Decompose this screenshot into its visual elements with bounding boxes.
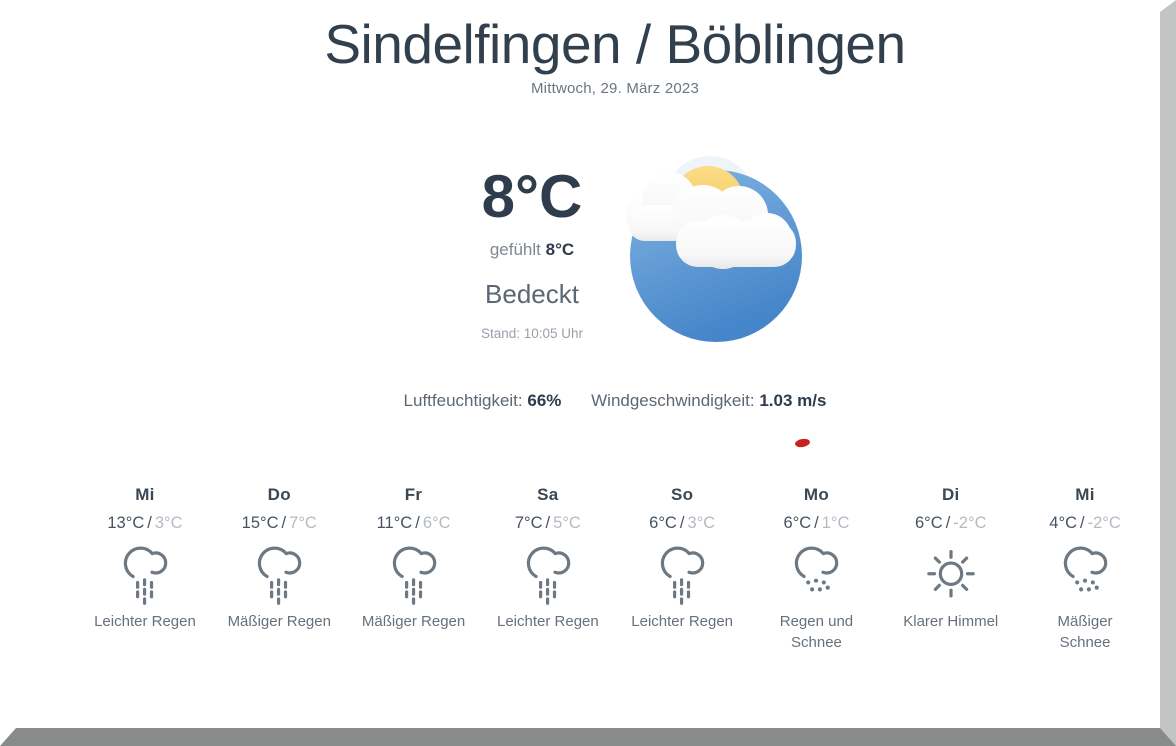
page-title: Sindelfingen / Böblingen [324,13,906,75]
forecast-temps: 6°C/3°C [615,514,749,533]
current-weather-info: 8°C gefühlt 8°C Bedeckt Stand: 10:05 Uhr [452,162,612,341]
metrics-row: Luftfeuchtigkeit: 66% Windgeschwindigkei… [43,391,1160,411]
wind-metric: Windgeschwindigkeit: 1.03 m/s [591,391,826,411]
forecast-day-label: Mi [1075,484,1095,504]
forecast-row: Mi 13°C/3°C Leichter Regen Do 15°C/7°C Mäßi… [43,485,1160,654]
forecast-day-column: Mi 13°C/3°C Leichter Regen [78,485,212,654]
forecast-icon-box [615,538,749,606]
forecast-condition: Mäßiger Schnee [1057,612,1113,651]
forecast-high-temp: 11°C [376,513,413,532]
temp-separator: / [679,513,685,532]
feels-like: gefühlt 8°C [452,240,612,260]
forecast-icon-box [884,538,1018,606]
forecast-high-temp: 15°C [241,513,279,532]
forecast-day-label: So [670,484,694,504]
forecast-low-temp: 6°C [422,513,451,532]
forecast-day-column: Di 6°C / -2°C Klarer Himmel [884,485,1018,654]
current-weather-icon-box [626,153,804,345]
forecast-temps: 15°C/7°C [212,514,346,533]
page-date: Mittwoch, 29. März 2023 [530,79,699,97]
current-condition: Bedeckt [485,278,579,309]
rain-cloud-icon [258,546,302,605]
temp-separator: / [1080,513,1085,532]
forecast-high-temp: 4°C [1049,513,1077,532]
temp-separator: / [415,513,420,532]
forecast-temps: 11°C/6°C [346,514,480,533]
feels-like-value: 8°C [545,239,575,259]
forecast-temps: 13°C/3°C [78,514,212,533]
forecast-day-label: Mo [803,484,830,504]
forecast-high-temp: 6°C [915,513,943,532]
last-updated: Stand: 10:05 Uhr [480,325,584,341]
forecast-icon-box [1018,538,1152,606]
temp-separator: / [147,513,152,532]
forecast-icon-box [346,538,480,606]
snow-cloud-icon [795,546,839,591]
forecast-day-label: Do [267,484,291,504]
forecast-high-temp: 6°C [783,513,812,532]
feels-like-label: gefühlt [489,239,541,259]
temp-separator: / [945,513,951,532]
temp-separator: / [281,513,287,532]
rain-cloud-icon [392,546,436,605]
forecast-day-column: So 6°C/3°C Leichter Regen [615,485,749,654]
forecast-day-column: Do 15°C/7°C Mäßiger Regen [212,485,346,654]
forecast-day-label: Di [941,484,960,504]
forecast-low-temp: 5°C [553,513,581,532]
forecast-condition: Leichter Regen [496,612,599,630]
forecast-low-temp: -2°C [953,513,987,532]
forecast-day-label: Fr [404,484,423,504]
forecast-condition: Klarer Himmel [903,612,999,630]
forecast-condition: Mäßiger Regen [361,612,466,630]
forecast-day-column: Fr 11°C/6°C Mäßiger Regen [346,485,480,654]
temp-separator: / [814,513,819,532]
forecast-temps: 7°C/5°C [481,514,615,533]
wind-value: 1.03 m/s [759,390,827,410]
snow-cloud-icon [1063,546,1108,591]
forecast-low-temp: 3°C [687,513,716,532]
forecast-icon-box [212,538,346,606]
forecast-icon-box [481,538,615,606]
humidity-value: 66% [527,390,562,410]
forecast-temps: 4°C / -2°C [1018,514,1152,533]
rain-cloud-icon [123,546,168,605]
forecast-high-temp: 6°C [649,513,677,532]
forecast-day-column: Mo 6°C/1°C Regen und Schnee [749,485,883,654]
sun-icon [926,549,975,597]
forecast-day-column: Sa 7°C/5°C Leichter Regen [481,485,615,654]
forecast-low-temp: 7°C [289,513,317,532]
forecast-icon-box [749,538,883,606]
humidity-metric: Luftfeuchtigkeit: 66% [404,391,562,411]
forecast-day-label: Sa [537,484,559,504]
forecast-icon-box [78,538,212,606]
forecast-condition: Regen und Schnee [779,612,854,651]
current-weather: 8°C gefühlt 8°C Bedeckt Stand: 10:05 Uhr [56,153,1160,345]
temp-separator: / [545,513,551,532]
current-temperature: 8°C [481,162,583,230]
forecast-day-column: Mi 4°C / -2°C Mäßiger Schnee [1018,485,1152,654]
forecast-condition: Mäßiger Regen [227,612,331,630]
page-header: Sindelfingen / Böblingen Mittwoch, 29. M… [43,12,1160,97]
forecast-condition: Leichter Regen [631,612,734,630]
humidity-label: Luftfeuchtigkeit: [403,390,523,410]
forecast-day-label: Mi [135,484,155,504]
forecast-condition: Leichter Regen [94,612,196,630]
rain-cloud-icon [526,546,571,605]
forecast-high-temp: 7°C [514,513,543,532]
wind-label: Windgeschwindigkeit: [591,390,755,410]
forecast-low-temp: 3°C [154,513,183,532]
forecast-temps: 6°C/1°C [749,514,883,533]
forecast-low-temp: -2°C [1087,513,1121,532]
forecast-high-temp: 13°C [107,513,145,532]
rain-cloud-icon [660,546,705,605]
sun-behind-clouds-icon [626,155,802,342]
forecast-low-temp: 1°C [821,513,850,532]
forecast-temps: 6°C / -2°C [884,514,1018,533]
